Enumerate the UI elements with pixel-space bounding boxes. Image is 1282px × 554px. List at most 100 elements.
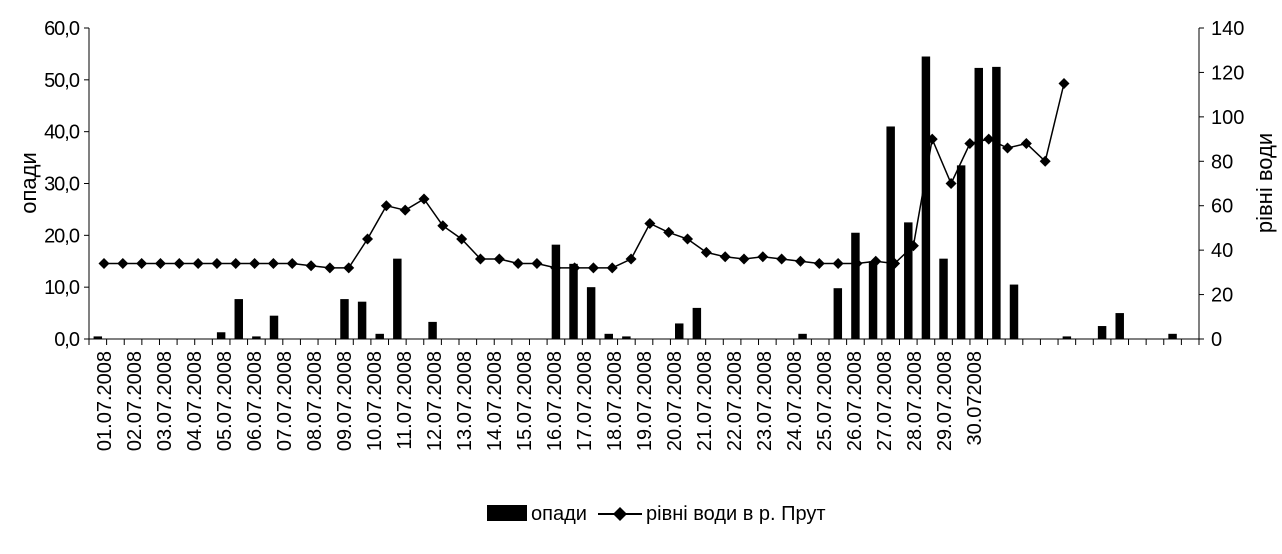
x-tick-label: 11.07.2008 — [394, 351, 416, 450]
y2-tick-label: 100 — [1211, 107, 1244, 129]
point-water-level — [587, 262, 599, 274]
point-water-level — [305, 260, 317, 272]
bar-opady — [216, 332, 226, 339]
point-water-level — [794, 255, 806, 267]
x-tick-label: 21.07.2008 — [694, 351, 716, 451]
bar-opady — [1115, 313, 1124, 339]
x-tick-label: 04.07.2008 — [184, 351, 206, 451]
bar-opady — [586, 287, 596, 339]
x-tick-label: 07.07.2008 — [274, 351, 296, 451]
point-water-level — [606, 262, 618, 274]
x-tick-label: 18.07.2008 — [604, 351, 626, 451]
x-tick-label: 14.07.2008 — [484, 351, 506, 451]
point-water-level — [437, 220, 449, 232]
y-tick-label: 40,0 — [44, 122, 80, 144]
bar-opady — [798, 333, 807, 339]
x-tick-label: 22.07.2008 — [724, 351, 746, 451]
point-water-level — [851, 257, 863, 269]
bar-opady — [1168, 333, 1177, 339]
bar-opady — [974, 67, 983, 339]
point-water-level — [1002, 142, 1014, 154]
bar-opady — [269, 315, 279, 339]
point-water-level — [757, 251, 769, 263]
x-tick-label: 28.07.2008 — [904, 351, 926, 451]
line-water-level — [104, 83, 1065, 269]
y2-axis-title: рівні води — [1252, 133, 1277, 233]
y2-tick-label: 40 — [1211, 240, 1233, 262]
y-tick-label: 60,0 — [44, 18, 80, 40]
bar-opady — [357, 301, 367, 339]
y-tick-label: 20,0 — [44, 225, 80, 247]
bar-opady — [675, 323, 684, 339]
plot-area — [93, 56, 1177, 340]
point-water-level — [249, 257, 261, 269]
point-water-level — [889, 257, 901, 269]
x-tick-label: 03.07.2008 — [154, 351, 176, 451]
axes: 0,0 10,0 20,0 30,0 40,0 50,0 60,0 0 20 40 60 80 100 1… — [44, 18, 1244, 451]
point-water-level — [625, 253, 637, 265]
point-water-level — [324, 262, 336, 274]
y2-tick-label: 0 — [1211, 329, 1222, 351]
x-tick-label: 05.07.2008 — [214, 351, 236, 451]
y-tick-label: 10,0 — [44, 277, 80, 299]
point-water-level — [531, 257, 543, 269]
bar-opady — [551, 244, 561, 339]
x-tick-label: 12.07.2008 — [424, 351, 446, 451]
point-water-level — [738, 253, 750, 265]
y-axis-title: опади — [16, 152, 41, 214]
bar-opady — [992, 66, 1001, 340]
point-water-level — [230, 257, 242, 269]
point-water-level — [286, 257, 298, 269]
bar-opady — [252, 336, 261, 339]
x-tick-label: 23.07.2008 — [754, 351, 776, 451]
bar-opady — [393, 258, 402, 339]
point-water-level — [1020, 138, 1032, 150]
point-water-level — [983, 133, 995, 145]
y2-tick-label: 120 — [1211, 62, 1244, 84]
point-water-level — [211, 257, 223, 269]
bar-opady — [375, 333, 384, 339]
point-water-level — [117, 257, 129, 269]
bar-opady — [868, 261, 878, 339]
bar-opady — [851, 232, 860, 339]
bar-opady — [1062, 336, 1072, 339]
bar-opady — [604, 333, 613, 339]
x-tick-label: 08.07.2008 — [304, 351, 326, 451]
bar-opady — [1009, 284, 1019, 339]
point-water-level — [154, 257, 166, 269]
x-tick-label: 30.072008 — [964, 351, 986, 446]
legend-label-line: рівні води в р. Прут — [646, 503, 826, 525]
bar-opady — [234, 299, 243, 339]
point-water-level — [380, 200, 392, 212]
x-tick-label: 25.07.2008 — [814, 351, 836, 451]
point-water-level — [343, 262, 355, 274]
bar-opady — [939, 258, 948, 339]
point-water-level — [569, 262, 581, 274]
point-water-level — [700, 246, 712, 258]
point-water-level — [964, 138, 976, 150]
point-water-level — [493, 253, 505, 265]
point-water-level — [644, 217, 656, 229]
legend: опади рівні води в р. Прут — [487, 503, 826, 525]
point-water-level — [719, 251, 731, 263]
y2-tick-label: 80 — [1211, 151, 1233, 173]
bar-opady — [833, 288, 843, 339]
y2-tick-label: 140 — [1211, 18, 1244, 40]
x-tick-label: 06.07.2008 — [244, 351, 266, 451]
bar-opady — [904, 222, 913, 340]
point-water-level — [907, 240, 919, 252]
point-water-level — [813, 257, 825, 269]
bar-opady — [692, 307, 702, 339]
bar-opady — [622, 336, 631, 339]
point-water-level — [136, 257, 148, 269]
point-water-level — [776, 253, 788, 265]
bar-opady — [956, 165, 966, 339]
y2-tick-label: 60 — [1211, 196, 1233, 218]
legend-label-bar: опади — [531, 503, 587, 525]
point-water-level — [192, 257, 204, 269]
point-water-level — [1058, 78, 1070, 90]
point-water-level — [267, 257, 279, 269]
y2-tick-label: 20 — [1211, 285, 1233, 307]
